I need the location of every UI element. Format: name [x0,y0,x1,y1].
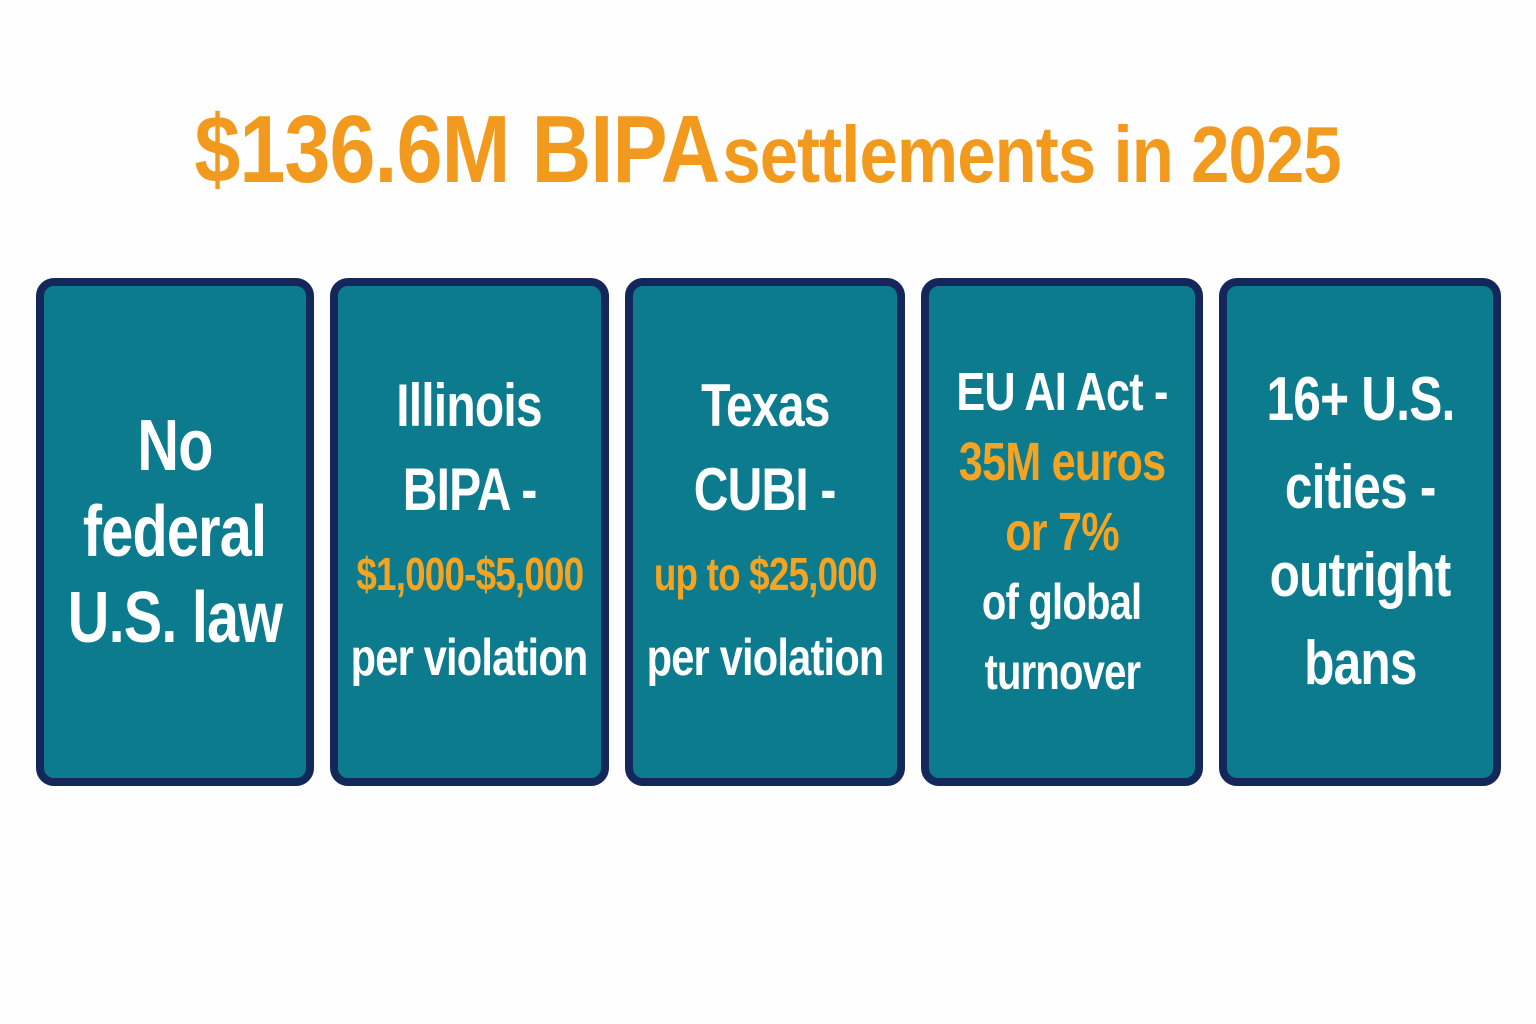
card-text: Texas [700,372,830,439]
card-text: outright [1269,541,1452,610]
card-text: bans [1303,629,1417,698]
card-highlight: up to $25,000 [653,548,878,600]
card-text: 16+ U.S. [1265,365,1455,434]
card-highlight: 35M euros [958,432,1166,492]
card-text: cities - [1284,453,1437,522]
card: Illinois BIPA - $1,000-$5,000 per violation [330,278,609,786]
card-text: CUBI - [694,456,837,523]
title: $136.6M BIPA settlements in 2025 [0,95,1536,205]
card: EU AI Act - 35M euros or 7% of global turnov… [921,278,1203,786]
card-text: U.S. law [67,578,283,658]
card-highlight: or 7% [1005,502,1119,562]
title-rest: settlements in 2025 [722,110,1342,199]
card-text: Illinois [396,372,543,439]
card: No federal U.S. law [36,278,314,786]
card: Texas CUBI - up to $25,000 per violation [625,278,905,786]
card-text: EU AI Act - [956,362,1168,422]
card: 16+ U.S. cities - outright bans [1219,278,1501,786]
title-emphasis: $136.6M BIPA [194,96,721,203]
card-text: No [137,406,213,486]
card-text: BIPA - [402,456,538,523]
card-text: per violation [351,629,589,687]
card-text: per violation [646,629,885,687]
card-highlight: $1,000-$5,000 [356,548,584,600]
card-text: federal [83,492,267,572]
card-text: turnover [984,644,1141,700]
card-text: of global [982,574,1142,630]
